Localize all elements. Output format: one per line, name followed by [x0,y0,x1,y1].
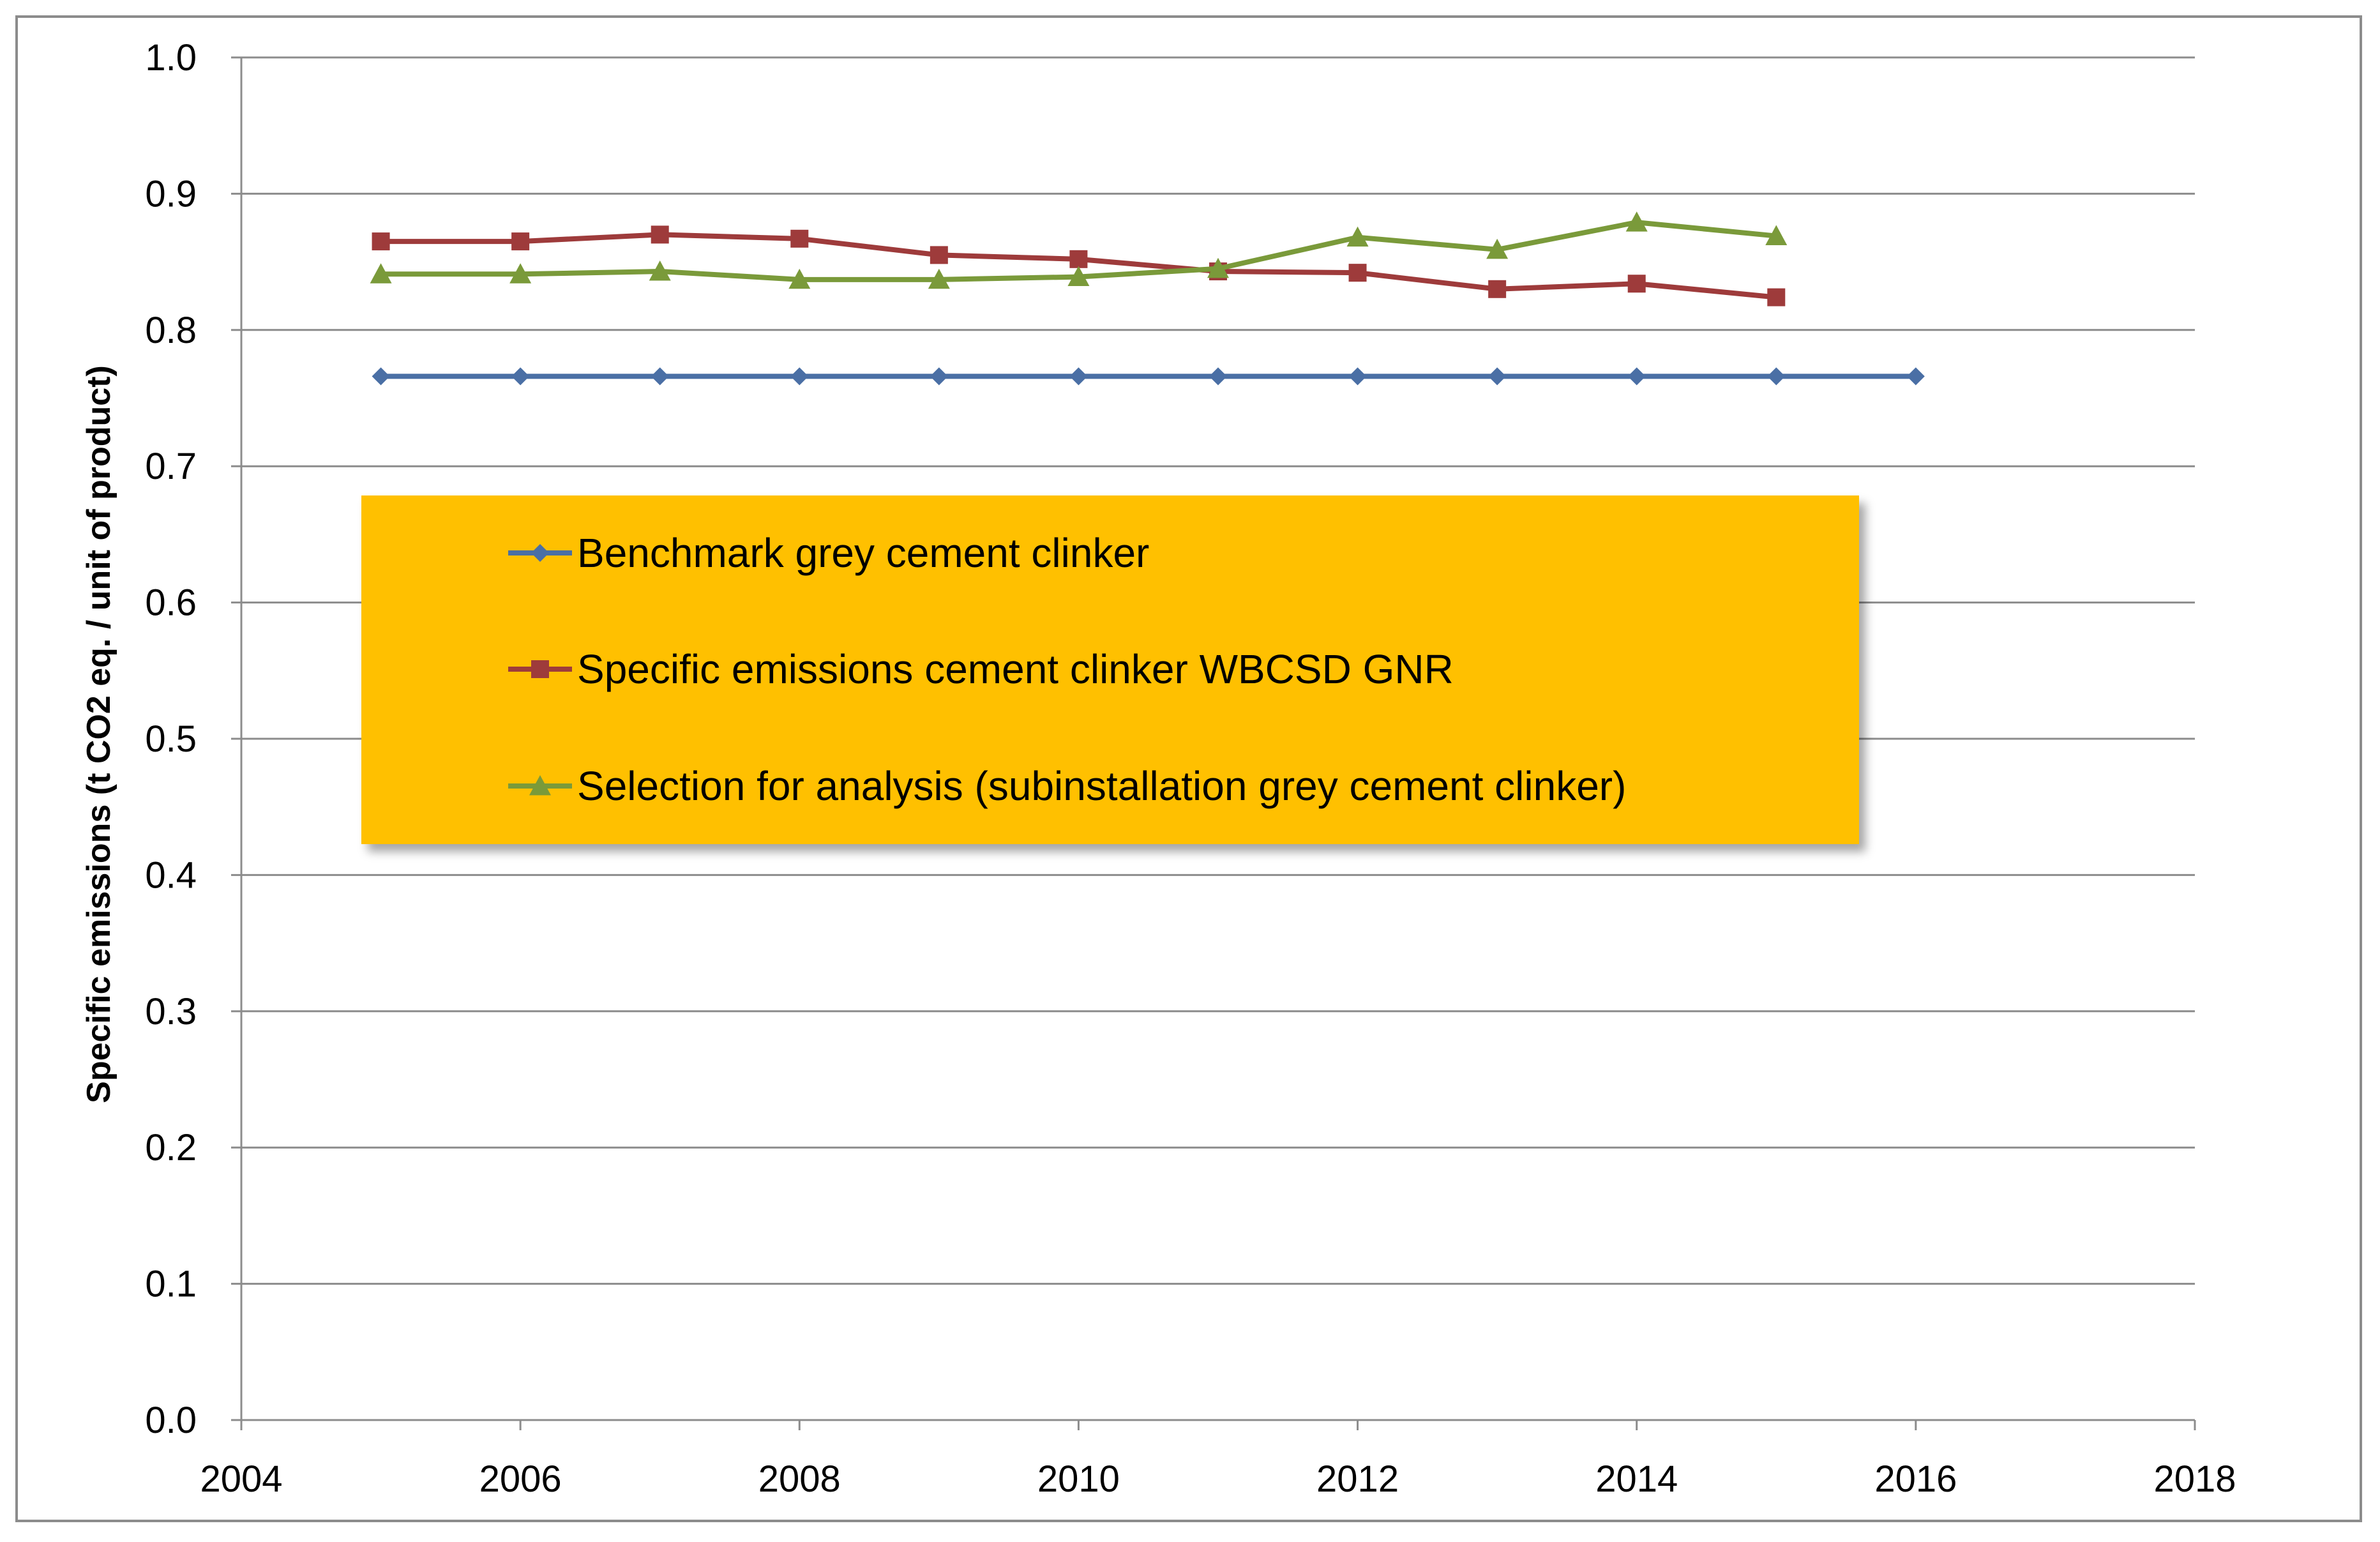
y-tick-label: 0.2 [145,1127,197,1168]
data-point-diamond [790,367,809,386]
data-point-square [790,229,809,248]
data-point-diamond [1069,367,1088,386]
data-point-triangle [649,261,671,281]
y-tick-label: 0.0 [145,1400,197,1441]
data-point-square [511,232,530,251]
x-tick-label: 2008 [758,1458,841,1500]
data-point-triangle [509,263,532,283]
data-point-square [651,225,669,244]
legend-label: Benchmark grey cement clinker [577,530,1149,576]
tick-labels: 0.0 0.1 0.2 0.3 0.4 0.5 0.6 0.7 0.8 0.9 1.0 2004 200… [145,37,2236,1500]
x-tick-label: 2016 [1874,1458,1957,1500]
data-point-diamond [1209,367,1227,386]
y-tick-label: 0.4 [145,854,197,896]
data-point-square [1627,275,1646,293]
data-point-square [1767,288,1786,306]
data-point-triangle [1625,211,1648,232]
gridlines [241,56,2195,1285]
legend-label: Selection for analysis (subinstallation … [577,763,1626,809]
series-1 [372,367,1925,386]
y-tick-label: 0.7 [145,446,197,487]
data-point-square [1069,250,1088,268]
data-point-diamond [930,367,948,386]
x-tick-label: 2010 [1037,1458,1120,1500]
y-tick-label: 0.6 [145,582,197,624]
data-point-triangle [370,263,392,283]
x-tick-label: 2014 [1595,1458,1678,1500]
data-point-triangle [788,268,811,289]
legend: Benchmark grey cement clinker Specific em… [361,495,1859,844]
data-point-triangle [1486,238,1509,259]
data-point-square [930,246,948,264]
series-3 [370,211,1788,289]
data-point-square [372,232,390,251]
legend-background [361,495,1859,844]
legend-item: Selection for analysis (subinstallation … [508,763,1626,809]
y-tick-label: 0.9 [145,173,197,215]
legend-label: Specific emissions cement clinker WBCSD … [577,646,1454,692]
y-tick-label: 0.1 [145,1264,197,1305]
legend-item: Specific emissions cement clinker WBCSD … [508,646,1454,692]
legend-item: Benchmark grey cement clinker [508,530,1149,576]
data-point-triangle [1067,266,1090,287]
series-layer [370,211,1925,386]
data-point-diamond [1627,367,1646,386]
data-point-diamond [1906,367,1925,386]
data-point-diamond [1348,367,1367,386]
data-point-diamond [372,367,390,386]
y-tick-label: 0.8 [145,310,197,351]
data-point-square [1348,264,1367,282]
data-point-triangle [1346,226,1369,247]
data-point-diamond [511,367,530,386]
data-point-diamond [531,544,549,562]
data-point-triangle [1765,225,1788,246]
x-tick-label: 2006 [479,1458,562,1500]
x-tick-label: 2018 [2153,1458,2236,1500]
data-point-diamond [651,367,669,386]
x-tick-label: 2004 [200,1458,282,1500]
data-point-triangle [1207,257,1229,278]
y-axis-title: Specific emissions (t CO2 eq. / unit of … [80,365,117,1103]
axes [231,56,2196,1430]
data-point-diamond [1767,367,1786,386]
y-tick-label: 0.3 [145,991,197,1032]
data-point-triangle [928,268,950,289]
data-point-diamond [1488,367,1507,386]
y-tick-label: 0.5 [145,718,197,760]
y-tick-label: 1.0 [145,37,197,79]
legend-items: Benchmark grey cement clinker Specific em… [508,530,1626,809]
series-2 [372,225,1786,306]
x-tick-label: 2012 [1316,1458,1399,1500]
data-point-square [531,660,549,678]
data-point-triangle [529,775,551,796]
data-point-square [1488,280,1507,298]
